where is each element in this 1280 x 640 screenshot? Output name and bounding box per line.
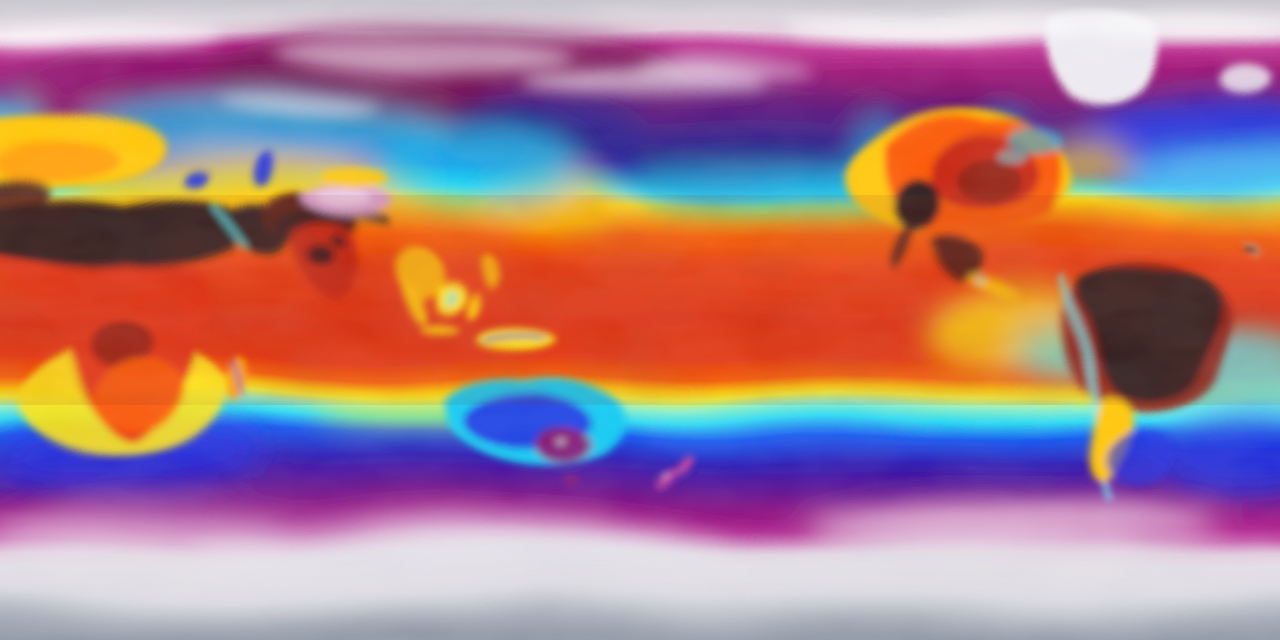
tropical-swirl-texture (0, 195, 1280, 405)
